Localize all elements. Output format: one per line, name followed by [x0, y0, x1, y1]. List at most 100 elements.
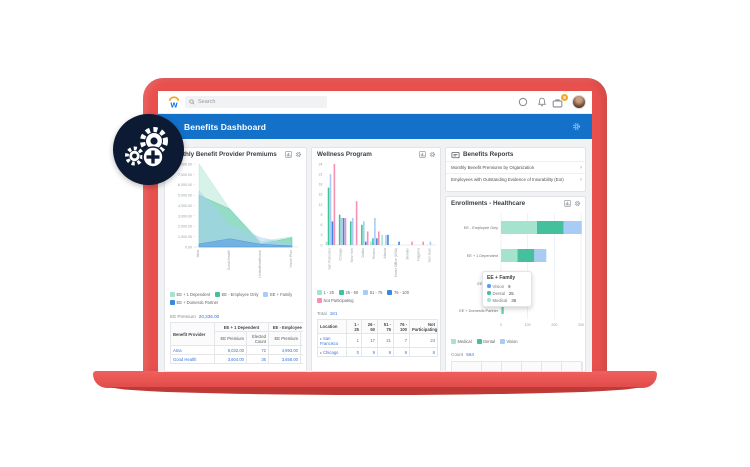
- legend-item: EE + 1 Dependent: [170, 292, 210, 297]
- benefit-provider-link[interactable]: Atna: [170, 345, 215, 355]
- page-header: Benefits Dashboard: [158, 114, 592, 139]
- legend-label: 51 - 75: [369, 290, 383, 295]
- count-value[interactable]: 564: [466, 352, 474, 357]
- legend-label: EE - Employee Only: [221, 292, 259, 297]
- table-cell[interactable]: 72: [246, 345, 269, 355]
- page-title: Benefits Dashboard: [184, 122, 267, 132]
- count-label: Count: [451, 352, 464, 357]
- svg-text:Home Office (USA): Home Office (USA): [394, 248, 398, 277]
- expand-caret-icon[interactable]: ▸: [320, 335, 323, 341]
- summary-value[interactable]: 20,336.00: [198, 314, 220, 319]
- table-cell[interactable]: 8: [393, 347, 410, 357]
- chat-icon[interactable]: [518, 97, 528, 107]
- table-cell[interactable]: 21: [377, 333, 394, 348]
- column-header: 26 - 50: [361, 319, 378, 334]
- svg-text:18: 18: [319, 183, 323, 187]
- wellness-legend: 1 - 25 26 - 50 51 - 75 76 - 100 Not Particip…: [317, 290, 437, 303]
- legend-item: EE - Employee Only: [215, 292, 258, 297]
- dashboard-settings-gear-icon[interactable]: [572, 122, 581, 131]
- card-wellness-program: Wellness Program 0 3 6 9 12 15 18 21 24 San Franc…: [311, 147, 441, 372]
- legend-item: Medical: [451, 339, 472, 344]
- premiums-table-wrap: Benefit Provider EE + 1 Dependent EE - Emp…: [170, 322, 303, 371]
- svg-text:UnitedHealthcare: UnitedHealthcare: [258, 250, 262, 278]
- svg-text:24: 24: [319, 162, 323, 166]
- legend-label: EE + Domestic Partner: [176, 299, 219, 305]
- svg-text:3,000.00: 3,000.00: [178, 214, 192, 218]
- card-title: Monthly Benefit Provider Premiums: [170, 151, 277, 158]
- table-cell[interactable]: 3,604.00: [214, 354, 247, 364]
- legend-label: EE + Family: [269, 292, 293, 297]
- card-settings-gear-icon[interactable]: [295, 151, 302, 158]
- card-monthly-benefit-premiums: Monthly Benefit Provider Premiums 0.00 1,…: [164, 147, 307, 372]
- legend-swatch: [170, 299, 175, 305]
- total-label: Total: [317, 311, 327, 316]
- sub-column-header: Elected Count: [246, 331, 269, 346]
- enrollments-count: Count 564: [451, 352, 474, 357]
- enrollments-legend: Medical Dental Vision: [451, 339, 582, 344]
- inbox-icon[interactable]: [552, 98, 563, 108]
- legend-item: EE + Domestic Partner: [170, 299, 219, 305]
- legend-swatch: [363, 290, 369, 295]
- legend-label: Dental: [483, 339, 495, 344]
- chart-view-toggle-icon[interactable]: [419, 151, 426, 158]
- table-cell[interactable]: 4,993.00: [268, 345, 301, 355]
- wellness-table: Location 1 - 25 26 - 50 51 - 75 76 - 100 Not …: [317, 319, 438, 357]
- svg-text:Good Health: Good Health: [227, 250, 231, 270]
- workday-logo[interactable]: w: [167, 95, 181, 110]
- table-cell: [300, 345, 303, 355]
- search-icon: [189, 99, 195, 105]
- avatar[interactable]: [572, 95, 586, 109]
- table-cell[interactable]: 9: [361, 347, 378, 357]
- settings-add-badge[interactable]: [113, 114, 184, 185]
- svg-text:2,000.00: 2,000.00: [178, 225, 192, 229]
- card-benefits-reports: Benefits Reports Monthly Benefit Premium…: [445, 147, 586, 192]
- svg-text:Atna: Atna: [196, 250, 200, 257]
- legend-item: 26 - 50: [338, 290, 358, 295]
- svg-text:Dallas: Dallas: [361, 248, 365, 258]
- chart-view-toggle-icon[interactable]: [285, 151, 292, 158]
- svg-text:5,000.00: 5,000.00: [178, 194, 192, 198]
- tooltip-value: 36: [511, 297, 517, 303]
- reports-list: Monthly Benefit Premiums by Organization…: [446, 161, 585, 185]
- location-link[interactable]: San Francisco: [320, 335, 339, 346]
- report-link[interactable]: Monthly Benefit Premiums by Organization…: [446, 161, 585, 173]
- card-settings-gear-icon[interactable]: [574, 200, 581, 207]
- svg-text:EE + Domestic Partner: EE + Domestic Partner: [459, 309, 498, 313]
- table-cell[interactable]: 0: [346, 347, 362, 357]
- table-cell[interactable]: 8,032.00: [214, 345, 247, 355]
- table-cell[interactable]: 3,656.00: [268, 354, 301, 364]
- sub-column-header: EE Premium: [268, 331, 301, 346]
- inbox-badge: 9: [561, 94, 568, 101]
- table-cell[interactable]: 24: [409, 333, 438, 348]
- svg-text:6,000.00: 6,000.00: [178, 183, 192, 187]
- table-cell[interactable]: 35: [246, 354, 269, 364]
- benefit-provider-link[interactable]: Good Health: [170, 354, 215, 364]
- col-benefit-provider: Benefit Provider: [170, 322, 215, 346]
- column-header: 51 - 75: [377, 319, 394, 334]
- chart-view-toggle-icon[interactable]: [564, 200, 571, 207]
- svg-text:300: 300: [578, 323, 584, 327]
- table-cell: [300, 354, 303, 364]
- search-input[interactable]: Search: [185, 96, 327, 108]
- expand-caret-icon[interactable]: ▸: [320, 349, 323, 355]
- legend-item: 51 - 75: [363, 290, 382, 295]
- svg-text:EE + 1 Dependent: EE + 1 Dependent: [467, 254, 499, 258]
- notifications-bell-icon[interactable]: [537, 97, 547, 107]
- card-title: Benefits Reports: [463, 151, 514, 158]
- table-cell[interactable]: 8: [377, 347, 394, 357]
- svg-text:1,000.00: 1,000.00: [178, 235, 192, 239]
- card-settings-gear-icon[interactable]: [429, 151, 436, 158]
- total-value[interactable]: 181: [329, 311, 338, 316]
- legend-label: Vision: [506, 339, 518, 344]
- table-cell[interactable]: 17: [361, 333, 378, 348]
- report-link[interactable]: Employees with Outstanding Evidence of I…: [446, 173, 585, 185]
- table-cell[interactable]: 1: [346, 333, 362, 348]
- table-cell[interactable]: 8: [409, 347, 438, 357]
- legend-item: Vision: [499, 339, 518, 344]
- table-cell[interactable]: 7: [393, 333, 410, 348]
- location-link[interactable]: Chicago: [323, 349, 339, 355]
- tooltip-row: Medical 36: [487, 298, 527, 303]
- svg-text:New York: New York: [350, 248, 354, 263]
- report-label: Employees with Outstanding Evidence of I…: [451, 177, 564, 182]
